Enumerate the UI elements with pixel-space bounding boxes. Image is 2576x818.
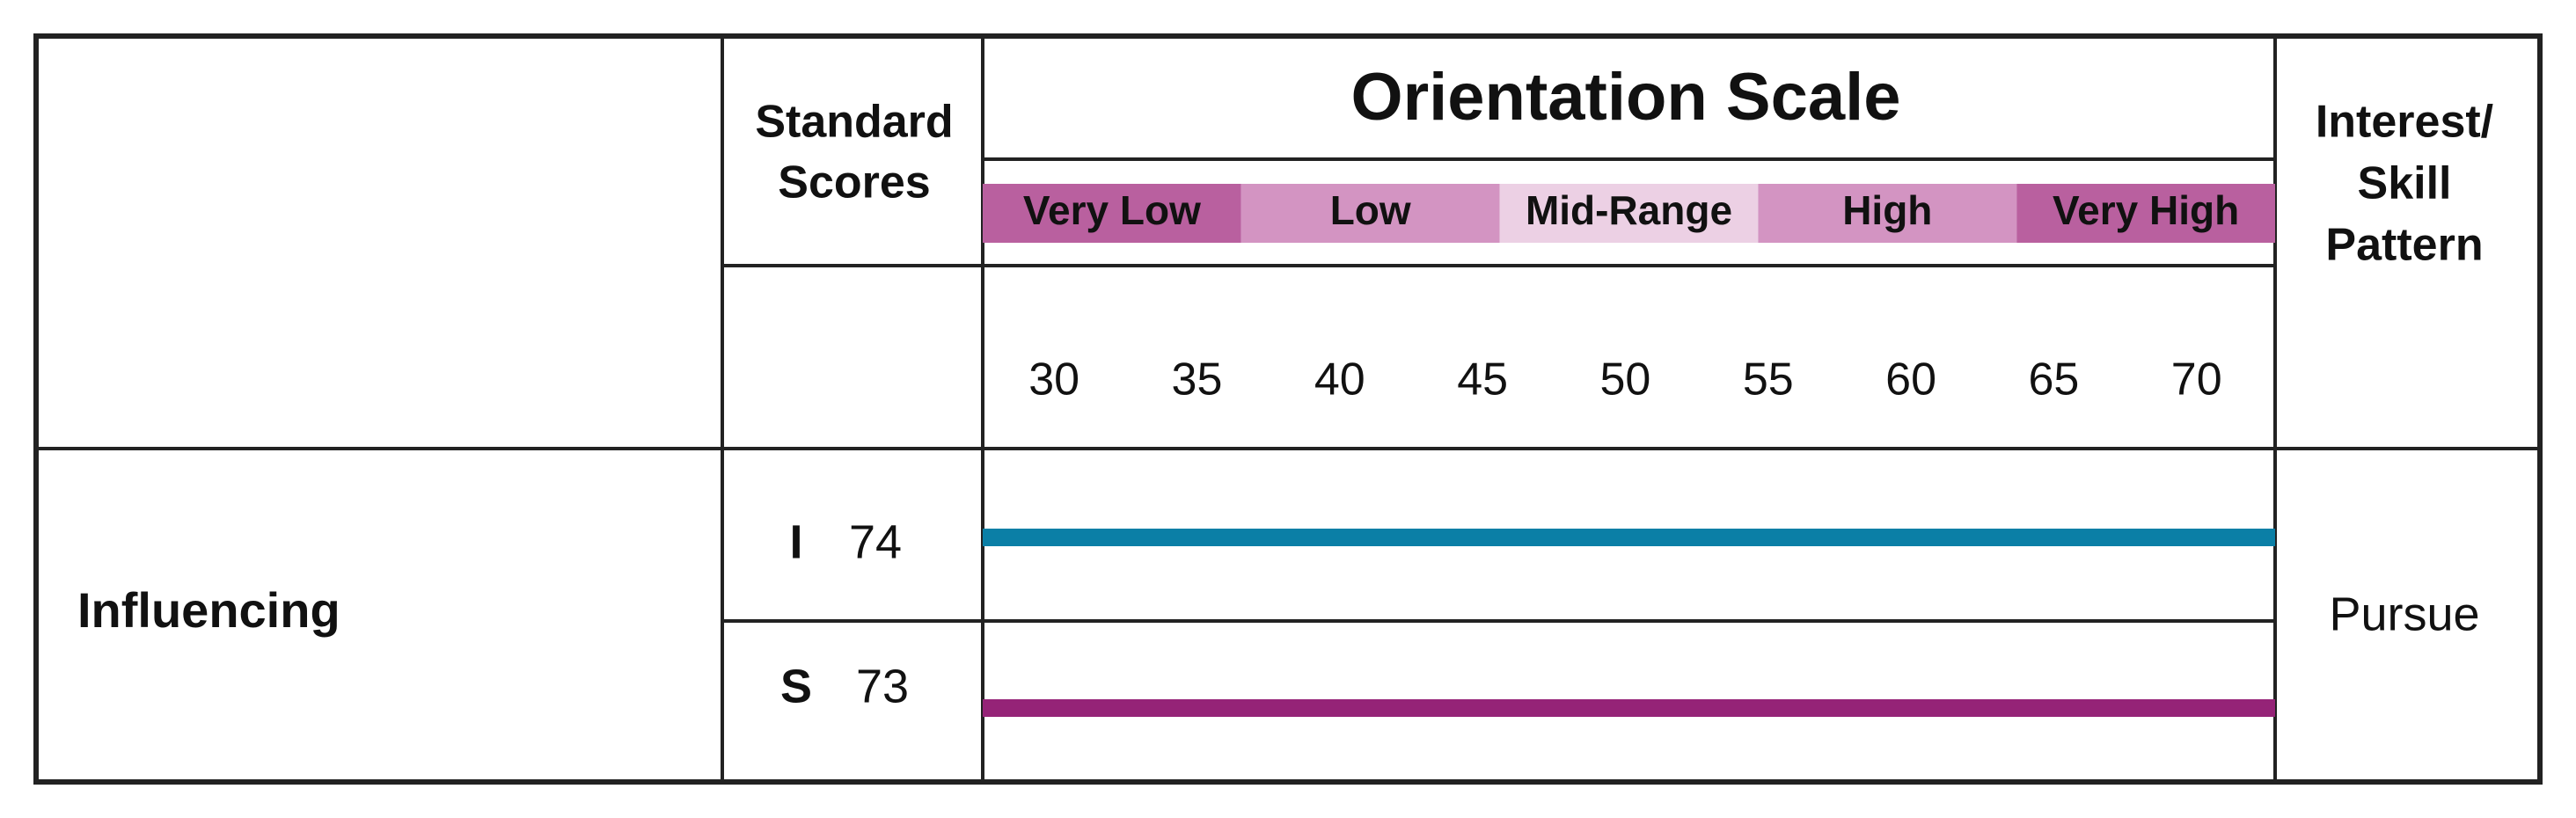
- band-label: High: [1842, 187, 1932, 233]
- x-tick-label: 70: [2171, 354, 2222, 405]
- band: [2016, 184, 2275, 243]
- band: [983, 184, 1241, 243]
- column-heading: Interest/: [2316, 97, 2493, 148]
- row-name: Influencing: [77, 582, 340, 638]
- scale-title: Orientation Scale: [1350, 60, 1900, 135]
- x-tick-label: 35: [1172, 354, 1223, 405]
- column-heading: Skill: [2358, 158, 2452, 209]
- x-tick-label: 55: [1743, 354, 1794, 405]
- plot-area: [983, 529, 2275, 717]
- x-tick-label: 45: [1457, 354, 1508, 405]
- pattern: Pursue: [2329, 588, 2479, 640]
- score-bar: [983, 699, 2275, 717]
- score-letter: S: [780, 660, 812, 712]
- x-tick-label: 30: [1028, 354, 1079, 405]
- column-heading: Pattern: [2325, 220, 2483, 271]
- band: [1499, 184, 1759, 243]
- score-value: 74: [849, 515, 902, 568]
- x-tick-label: 60: [1885, 354, 1936, 405]
- table-grid: [33, 33, 2543, 785]
- x-tick-label: 50: [1600, 354, 1651, 405]
- band-label: Very Low: [1023, 187, 1201, 233]
- band: [1240, 184, 1500, 243]
- band-label: Very High: [2053, 187, 2239, 233]
- band-label: Mid-Range: [1526, 187, 1732, 233]
- score-letter: I: [789, 515, 802, 568]
- score-bar: [983, 529, 2275, 546]
- x-tick-label: 40: [1314, 354, 1365, 405]
- column-heading: Standard: [755, 97, 953, 148]
- score-value: 73: [856, 660, 909, 712]
- column-heading: Scores: [778, 157, 930, 208]
- band-label: Low: [1330, 187, 1411, 233]
- band: [1758, 184, 2017, 243]
- x-tick-label: 65: [2028, 354, 2079, 405]
